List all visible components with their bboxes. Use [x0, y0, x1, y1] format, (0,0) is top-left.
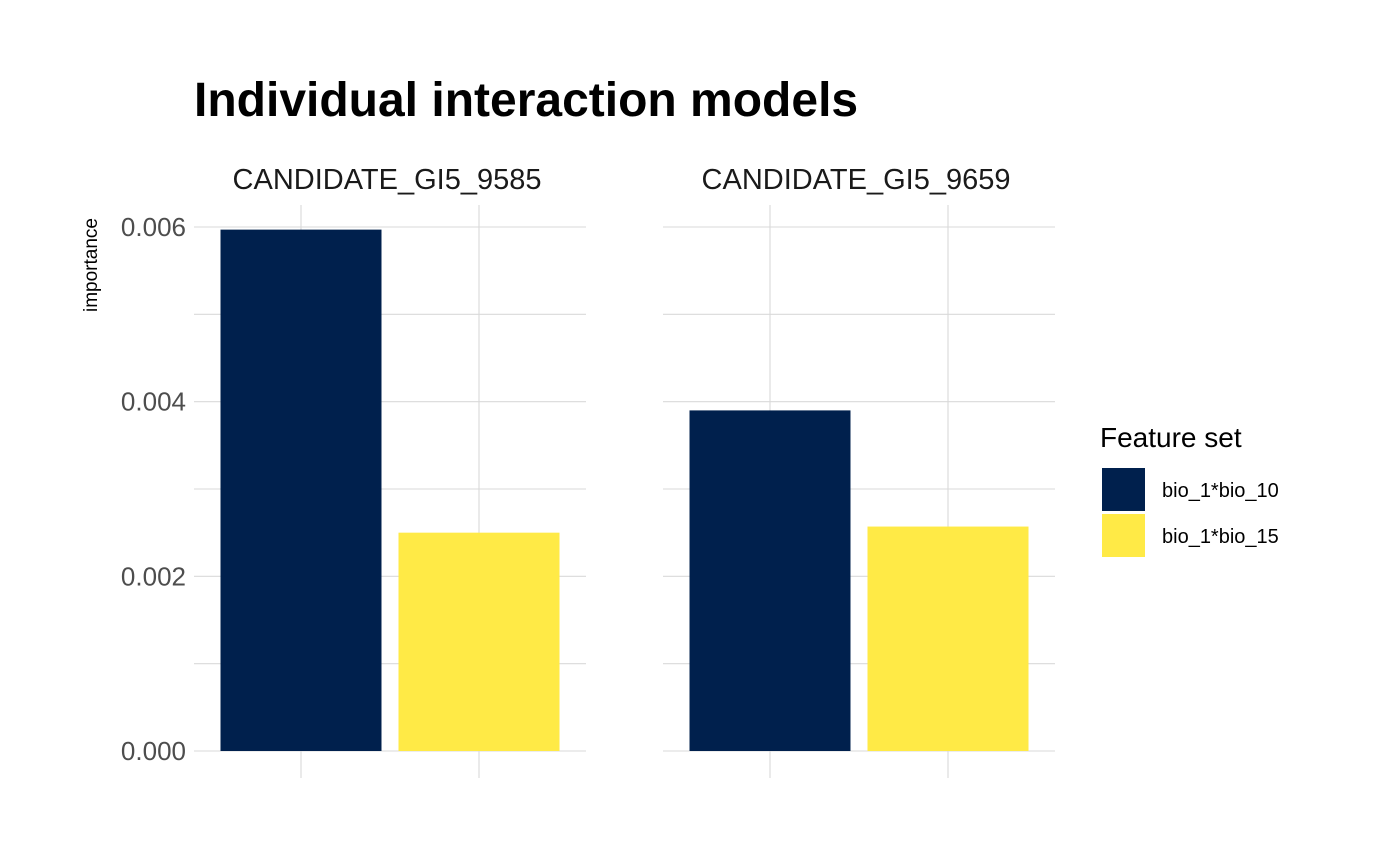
legend: Feature set bio_1*bio_10 bio_1*bio_15	[1100, 422, 1279, 557]
legend-label: bio_1*bio_10	[1162, 480, 1279, 502]
legend-item-bio-1-bio-15: bio_1*bio_15	[1102, 514, 1279, 557]
legend-item-bio-1-bio-10: bio_1*bio_10	[1102, 468, 1279, 511]
bar-candidate-gi5-9659-bio-1-bio-10	[689, 410, 851, 751]
bar-candidate-gi5-9585-bio-1-bio-10	[220, 229, 382, 751]
legend-label: bio_1*bio_15	[1162, 526, 1279, 548]
facet-strip-label: CANDIDATE_GI5_9659	[702, 164, 1011, 196]
chart-title: Individual interaction models	[194, 74, 858, 127]
y-tick-label: 0.006	[121, 212, 186, 242]
y-tick-label: 0.000	[121, 736, 186, 766]
y-axis-label: importance	[81, 218, 102, 312]
y-axis-ticks: 0.000 0.002 0.004 0.006	[121, 212, 186, 766]
legend-swatch	[1102, 514, 1145, 557]
facet-candidate-gi5-9659: CANDIDATE_GI5_9659	[663, 164, 1055, 778]
bar-candidate-gi5-9585-bio-1-bio-15	[398, 532, 560, 751]
legend-title: Feature set	[1100, 422, 1242, 453]
legend-swatch	[1102, 468, 1145, 511]
y-tick-label: 0.004	[121, 387, 186, 417]
bar-candidate-gi5-9659-bio-1-bio-15	[867, 526, 1029, 751]
y-tick-label: 0.002	[121, 561, 186, 591]
facet-panels: CANDIDATE_GI5_9585 CANDIDATE_GI5_9659	[194, 164, 1055, 778]
facet-candidate-gi5-9585: CANDIDATE_GI5_9585	[194, 164, 586, 778]
facet-strip-label: CANDIDATE_GI5_9585	[233, 164, 542, 196]
